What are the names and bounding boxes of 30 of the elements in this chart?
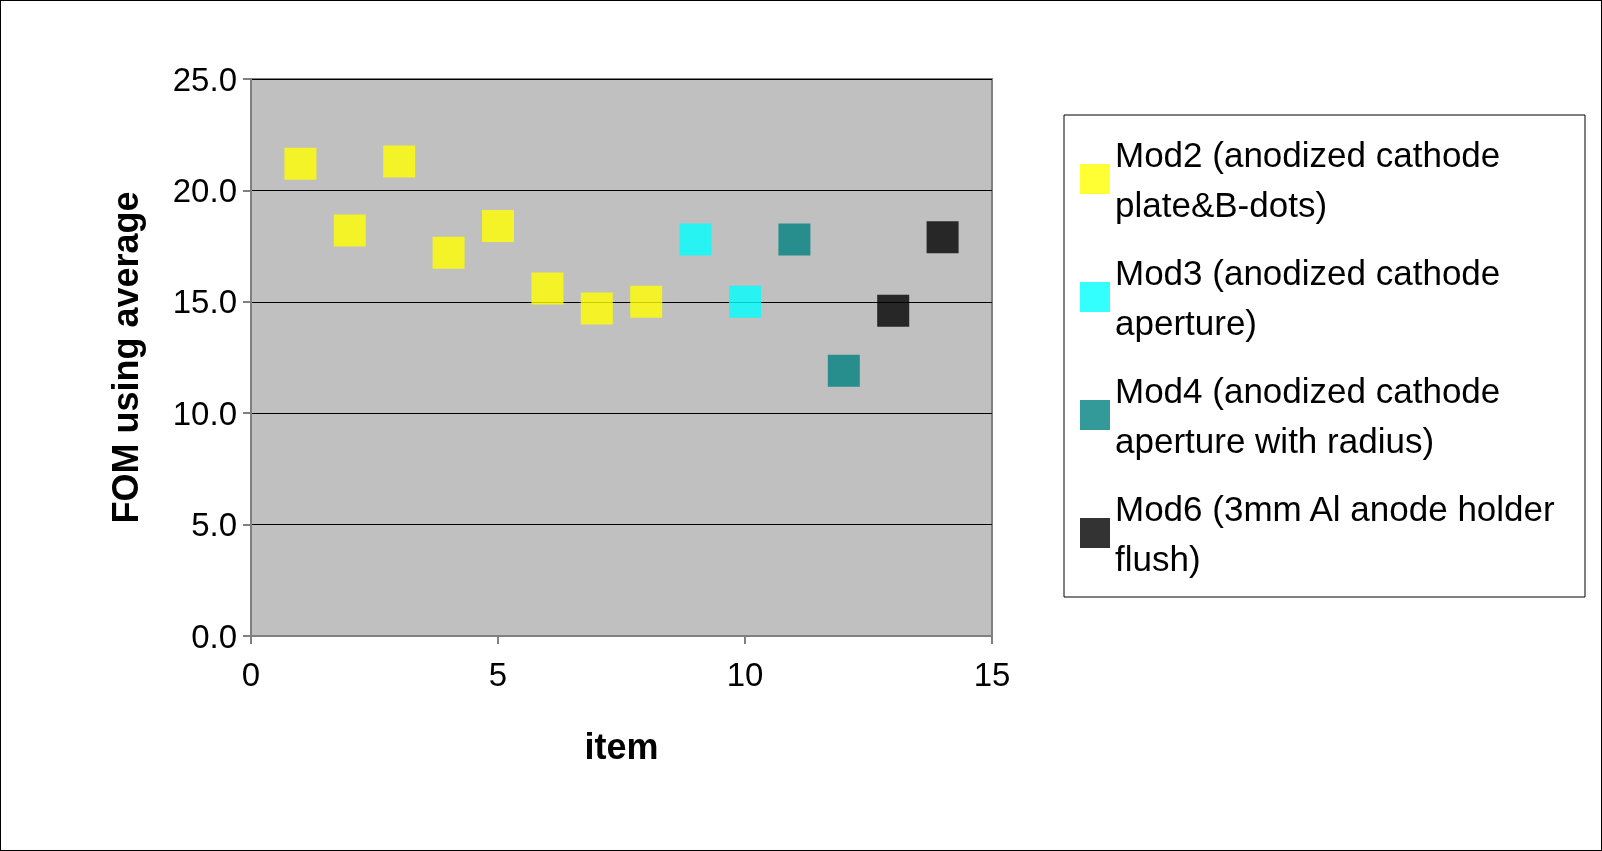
- y-axis-title: FOM using average: [104, 191, 146, 524]
- point: [630, 285, 663, 318]
- point: [432, 236, 465, 269]
- point: [580, 292, 613, 325]
- point: [729, 285, 761, 318]
- x-axis-title: item: [584, 725, 659, 767]
- point: [926, 221, 959, 254]
- y-tick-label: 20.0: [172, 171, 237, 209]
- point: [778, 223, 811, 256]
- x-tick-label: 5: [488, 656, 508, 693]
- point: [877, 294, 910, 327]
- y-tick-label: 0.0: [191, 617, 237, 655]
- x-tick-label: 0: [241, 656, 261, 693]
- point: [284, 147, 317, 180]
- y-tick-label: 25.0: [172, 60, 237, 98]
- legend-label: Mod3 (anodized cathode aperture): [1115, 252, 1510, 342]
- point: [679, 223, 712, 256]
- x-tick-label: 15: [973, 656, 1011, 693]
- legend-label: Mod2 (anodized cathode plate&B-dots): [1115, 134, 1510, 224]
- point: [383, 145, 416, 178]
- legend-label: Mod6 (3mm Al anode holder flush): [1115, 488, 1565, 578]
- x-tick-label: 10: [726, 656, 764, 693]
- point: [827, 354, 860, 387]
- legend-label: Mod4 (anodized cathode aperture with radius): [1115, 370, 1510, 460]
- point: [531, 272, 564, 305]
- y-tick-label: 10.0: [172, 394, 237, 432]
- y-tick-label: 15.0: [172, 283, 237, 321]
- point: [333, 214, 366, 247]
- y-tick-label: 5.0: [191, 506, 237, 544]
- point: [482, 210, 514, 243]
